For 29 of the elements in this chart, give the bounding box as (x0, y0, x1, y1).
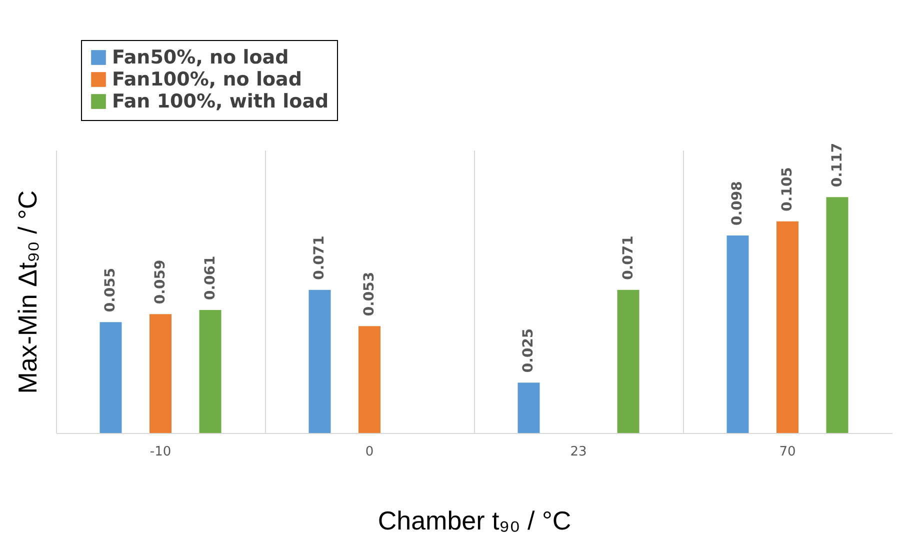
data-label: 0.055 (102, 268, 119, 312)
legend-label: Fan 100%, with load (112, 90, 329, 112)
bar (199, 310, 222, 433)
bar (358, 326, 380, 433)
x-tick-label: -10 (150, 444, 172, 460)
x-tick-label: 23 (570, 444, 587, 460)
bar (100, 322, 122, 433)
bar (776, 221, 798, 433)
data-label: 0.098 (730, 181, 746, 226)
data-label: 0.061 (202, 256, 218, 300)
data-label: 0.059 (152, 260, 168, 304)
data-label: 0.071 (620, 236, 636, 280)
data-label: 0.053 (362, 272, 378, 316)
bar (826, 197, 848, 433)
x-tick-label: 70 (779, 444, 796, 460)
bar (617, 290, 640, 433)
data-label: 0.025 (520, 328, 537, 373)
y-axis-title: Max-Min Δt₉₀ / °C (12, 190, 42, 394)
x-tick-label: 0 (365, 444, 374, 460)
bar (308, 290, 331, 433)
data-label: 0.105 (780, 167, 796, 212)
data-label: 0.117 (829, 142, 846, 188)
legend-label: Fan100%, no load (112, 68, 302, 90)
bar (726, 235, 749, 433)
x-axis-title: Chamber t₉₀ / °C (378, 506, 572, 536)
data-label: 0.071 (312, 236, 328, 280)
bar (518, 382, 540, 433)
bar (150, 314, 172, 433)
legend-label: Fan50%, no load (112, 46, 289, 68)
